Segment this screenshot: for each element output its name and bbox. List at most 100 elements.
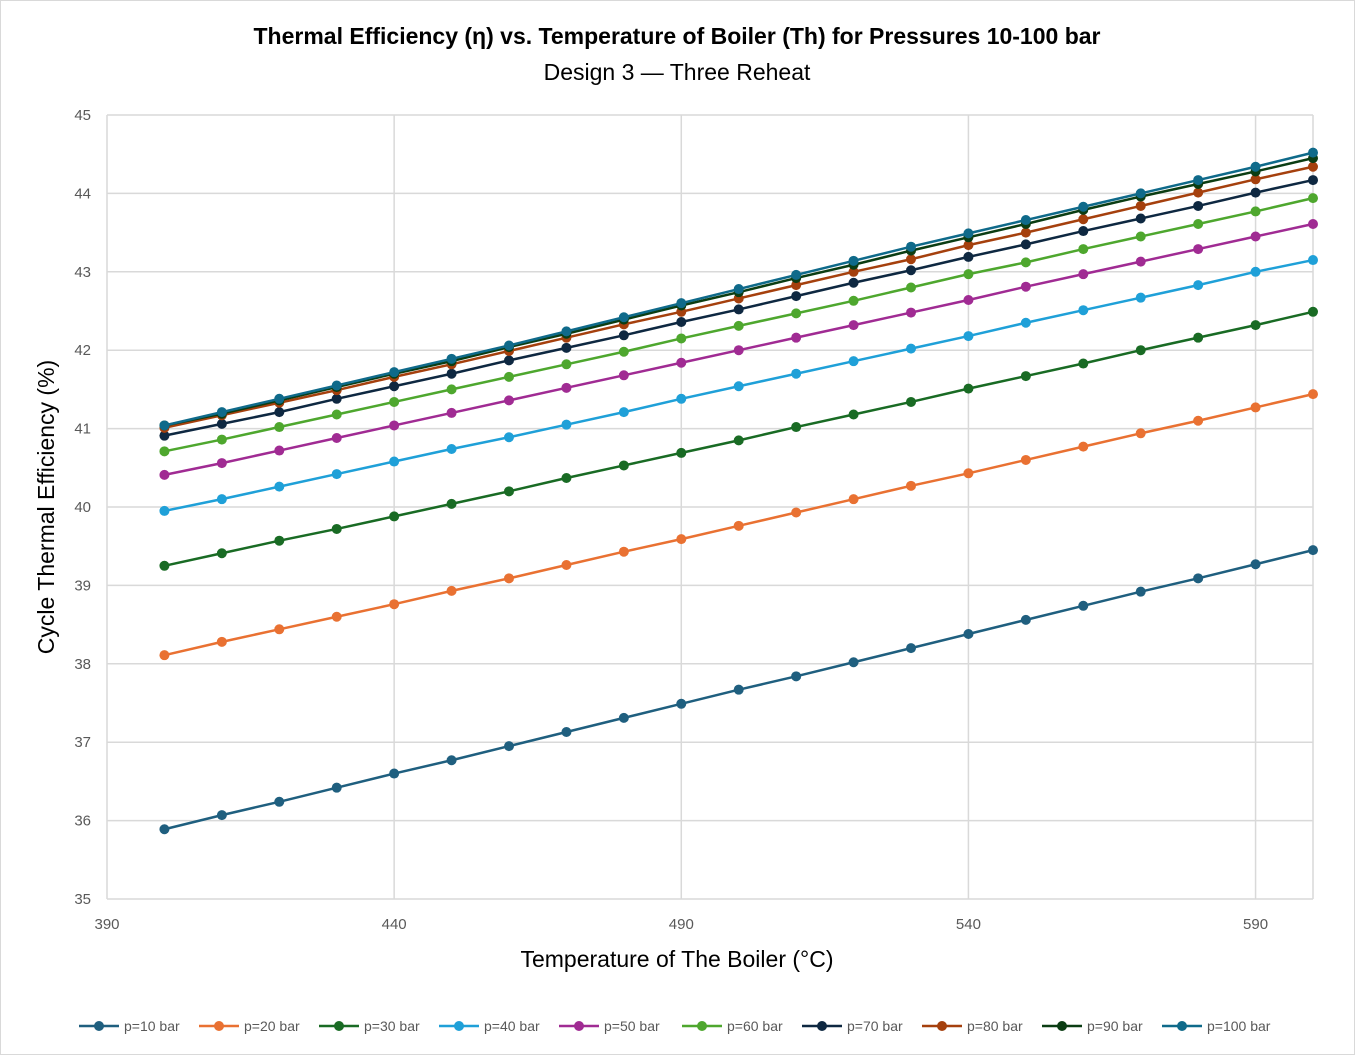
data-point	[159, 505, 170, 516]
data-point	[1308, 175, 1318, 186]
data-point	[389, 396, 400, 407]
data-point	[216, 434, 227, 445]
data-point	[791, 332, 802, 343]
data-point	[561, 419, 572, 430]
data-point	[389, 456, 400, 467]
data-point	[504, 741, 514, 752]
data-point	[1135, 586, 1146, 597]
legend-item: p=80 bar	[922, 1018, 1023, 1034]
data-point	[561, 472, 572, 483]
legend-item: p=70 bar	[802, 1018, 903, 1034]
data-point	[906, 254, 916, 265]
data-point	[331, 523, 342, 534]
x-tick-label: 590	[1243, 916, 1268, 933]
data-point	[274, 393, 285, 404]
x-axis-title: Temperature of The Boiler (°C)	[520, 946, 833, 972]
legend-item: p=90 bar	[1042, 1018, 1143, 1034]
data-point	[906, 265, 916, 276]
data-point	[504, 371, 514, 382]
data-point	[1020, 257, 1031, 268]
data-point	[1078, 358, 1089, 369]
data-point	[791, 507, 802, 518]
legend-marker	[937, 1021, 947, 1031]
data-point	[216, 418, 227, 429]
x-tick-label: 390	[94, 916, 119, 933]
data-point	[1135, 213, 1146, 224]
data-point	[906, 643, 916, 654]
data-point	[676, 447, 687, 458]
legend-item: p=60 bar	[682, 1018, 783, 1034]
y-tick-label: 36	[74, 813, 91, 830]
data-point	[216, 458, 227, 469]
data-point	[618, 312, 629, 323]
data-point	[791, 280, 802, 291]
data-point	[963, 383, 974, 394]
data-point	[963, 468, 974, 479]
data-point	[733, 684, 744, 695]
data-point	[1308, 147, 1318, 158]
data-point	[1250, 206, 1261, 217]
data-point	[618, 460, 629, 471]
data-point	[963, 629, 974, 640]
data-point	[733, 345, 744, 356]
data-point	[446, 407, 457, 418]
data-point	[159, 446, 170, 457]
data-point	[676, 333, 687, 344]
data-point	[1078, 244, 1089, 255]
data-point	[1250, 559, 1261, 570]
data-point	[1078, 201, 1089, 212]
data-point	[676, 316, 687, 327]
y-tick-label: 41	[74, 421, 91, 438]
data-point	[963, 240, 974, 251]
data-point	[618, 546, 629, 557]
legend-label: p=100 bar	[1207, 1018, 1271, 1034]
y-tick-label: 43	[74, 264, 91, 281]
data-point	[1020, 281, 1031, 292]
data-point	[504, 486, 514, 497]
data-point	[1135, 345, 1146, 356]
data-point	[1308, 161, 1318, 172]
data-point	[504, 395, 514, 406]
data-point	[618, 370, 629, 381]
data-point	[389, 511, 400, 522]
data-point	[733, 320, 744, 331]
data-point	[1193, 175, 1204, 186]
data-point	[1135, 292, 1146, 303]
legend-label: p=90 bar	[1087, 1018, 1143, 1034]
data-point	[274, 422, 285, 433]
data-point	[216, 494, 227, 505]
data-point	[1193, 187, 1204, 198]
legend: p=10 bar p=20 bar p=30 bar p=40 bar p=50 bar…	[79, 1018, 1271, 1034]
data-point	[618, 346, 629, 357]
data-point	[1078, 269, 1089, 280]
x-tick-label: 490	[669, 916, 694, 933]
data-point	[1078, 214, 1089, 225]
data-point	[446, 443, 457, 454]
data-point	[561, 727, 572, 738]
series-7	[159, 175, 1318, 441]
data-point	[618, 712, 629, 723]
data-point	[1193, 200, 1204, 211]
series-2	[159, 389, 1318, 661]
data-point	[906, 307, 916, 318]
data-point	[561, 382, 572, 393]
y-tick-label: 40	[74, 499, 91, 516]
data-point	[1193, 244, 1204, 255]
data-point	[676, 357, 687, 368]
legend-item: p=40 bar	[439, 1018, 540, 1034]
data-point	[1250, 320, 1261, 331]
data-point	[1020, 215, 1031, 226]
data-point	[389, 420, 400, 431]
y-tick-label: 45	[74, 107, 91, 124]
data-point	[389, 768, 400, 779]
series-3	[159, 306, 1318, 571]
y-tick-label: 35	[74, 891, 91, 908]
series-6	[159, 193, 1318, 457]
y-tick-label: 44	[74, 185, 91, 202]
data-point	[963, 251, 974, 262]
data-point	[159, 420, 170, 431]
data-point	[216, 636, 227, 647]
data-point	[504, 573, 514, 584]
data-point	[1135, 200, 1146, 211]
